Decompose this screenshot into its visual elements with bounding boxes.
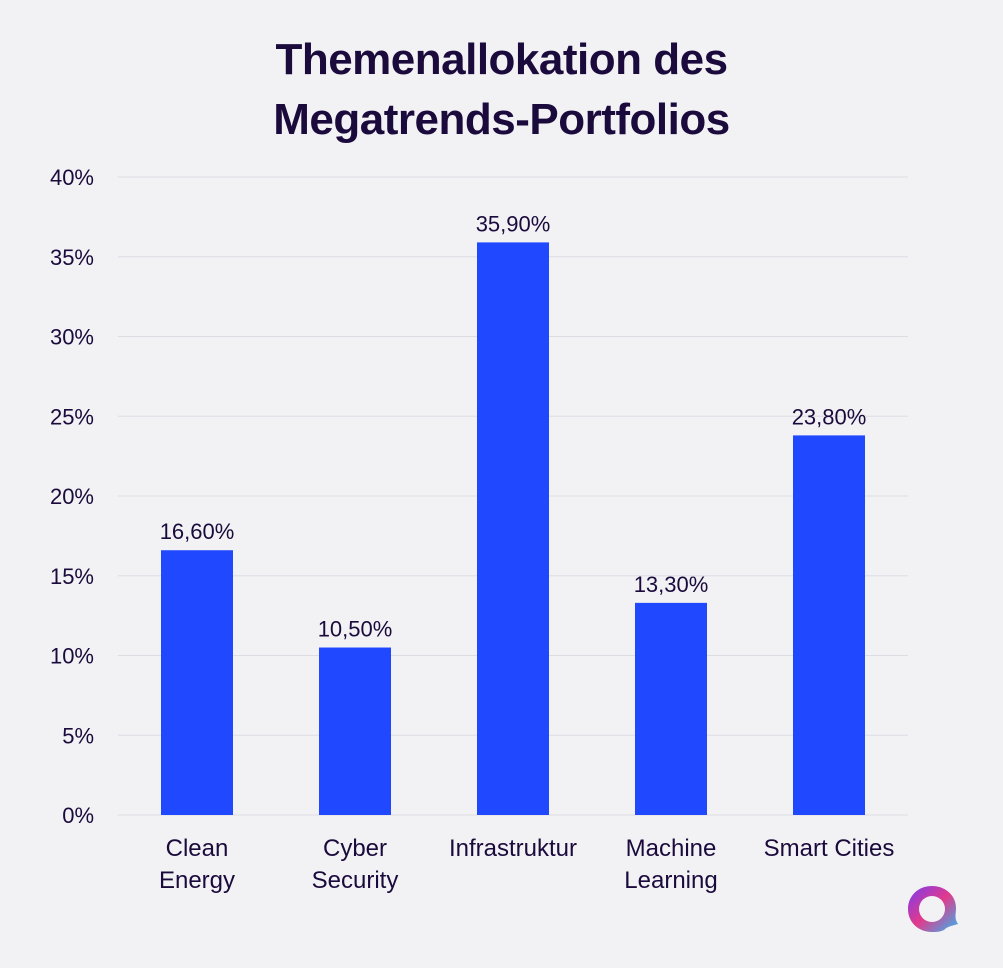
chart-title: Themenallokation des Megatrends-Portfoli… bbox=[0, 30, 1003, 150]
y-tick-label: 35% bbox=[50, 245, 94, 270]
bar bbox=[319, 647, 391, 815]
data-label: 13,30% bbox=[634, 572, 709, 597]
y-tick-label: 5% bbox=[62, 723, 94, 748]
x-category-label: Machine bbox=[626, 835, 717, 862]
x-category-label: Security bbox=[312, 867, 399, 894]
x-category-label: Cyber bbox=[323, 835, 387, 862]
x-category-label: Smart Cities bbox=[764, 835, 895, 862]
data-label: 23,80% bbox=[792, 404, 867, 429]
data-label: 10,50% bbox=[318, 617, 393, 642]
brand-logo-icon bbox=[908, 886, 958, 932]
chart-title-line-1: Themenallokation des bbox=[275, 35, 728, 84]
data-label: 16,60% bbox=[160, 519, 235, 544]
y-tick-label: 20% bbox=[50, 484, 94, 509]
data-label: 35,90% bbox=[476, 211, 551, 236]
x-category-label: Learning bbox=[624, 867, 717, 894]
bar bbox=[477, 242, 549, 815]
chart-title-line-2: Megatrends-Portfolios bbox=[273, 95, 730, 144]
y-tick-label: 25% bbox=[50, 404, 94, 429]
x-category-label: Energy bbox=[159, 867, 235, 894]
y-tick-label: 15% bbox=[50, 564, 94, 589]
x-category-label: Infrastruktur bbox=[449, 835, 577, 862]
y-tick-label: 40% bbox=[50, 165, 94, 190]
bar bbox=[635, 602, 707, 815]
y-tick-label: 10% bbox=[50, 644, 94, 669]
y-tick-label: 30% bbox=[50, 325, 94, 350]
bar bbox=[793, 435, 865, 815]
y-tick-label: 0% bbox=[62, 803, 94, 828]
bar bbox=[161, 550, 233, 815]
x-category-label: Clean bbox=[166, 835, 229, 862]
